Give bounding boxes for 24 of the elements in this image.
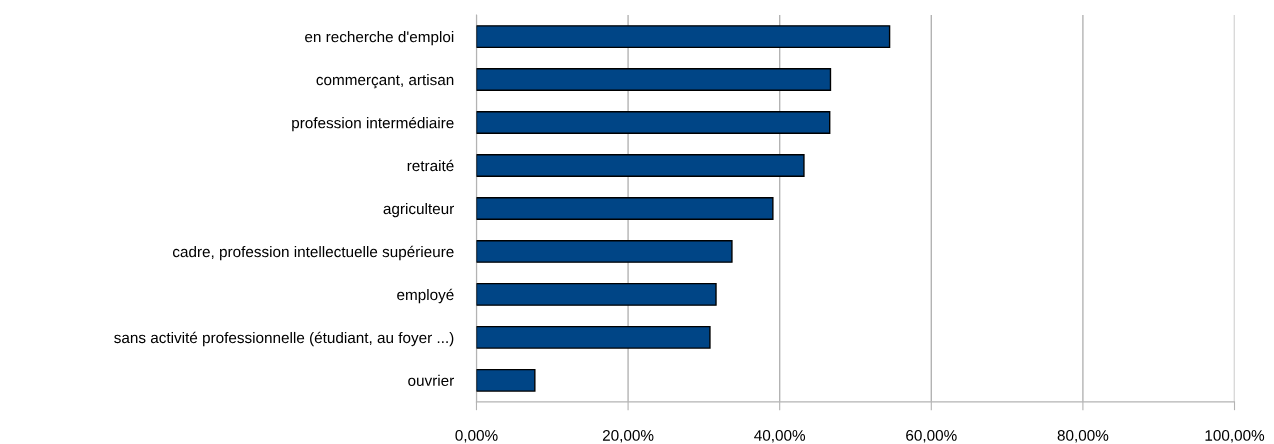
bar <box>476 239 733 263</box>
y-tick-label: sans activité professionnelle (étudiant, au foyer ...) <box>114 331 454 347</box>
bar <box>476 197 774 220</box>
x-tick-label: 100,00% <box>1205 430 1265 443</box>
bar <box>476 325 711 349</box>
bar <box>476 25 891 49</box>
y-tick-label: employé <box>397 288 454 304</box>
y-tick-label: commerçant, artisan <box>316 74 454 89</box>
y-tick-label: en recherche d'emploi <box>305 31 454 46</box>
bar <box>476 154 805 177</box>
x-tick-label: 20,00% <box>602 430 654 443</box>
x-tick-label: 40,00% <box>754 430 806 443</box>
x-tick-label: 60,00% <box>906 430 957 443</box>
y-tick-label: cadre, profession intellectuelle supérieure <box>172 245 454 261</box>
bar <box>476 68 832 91</box>
y-tick-label: profession intermédiaire <box>292 116 454 132</box>
y-tick-label: retraité <box>407 159 454 172</box>
y-tick-label: ouvrier <box>408 374 454 387</box>
x-tick-label: 0,00% <box>455 430 498 443</box>
bar <box>476 282 717 306</box>
x-tick-label: 80,00% <box>1057 430 1109 443</box>
bar <box>476 111 831 134</box>
bar <box>476 368 536 392</box>
y-tick-label: agriculteur <box>383 202 455 218</box>
